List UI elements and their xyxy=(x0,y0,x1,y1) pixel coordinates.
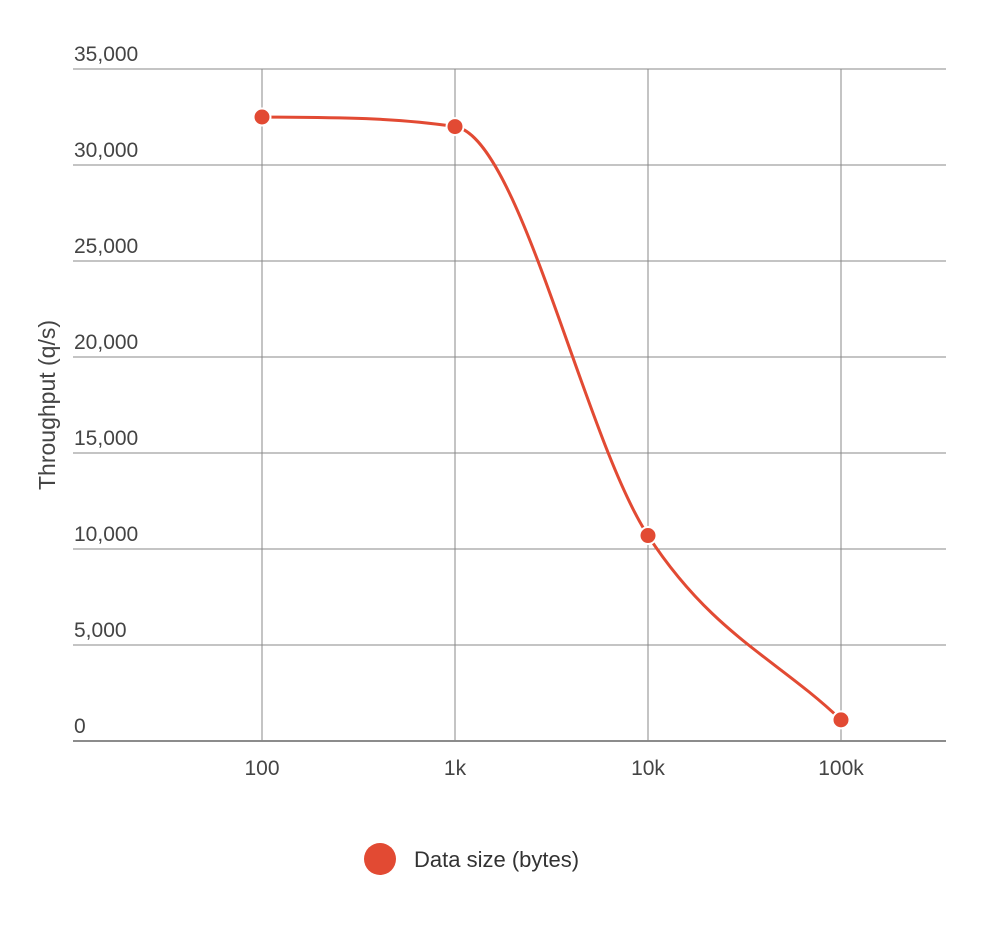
legend-label: Data size (bytes) xyxy=(414,847,579,872)
y-axis-title: Throughput (q/s) xyxy=(34,320,60,490)
data-point xyxy=(831,710,851,730)
y-tick-label: 25,000 xyxy=(74,235,138,258)
x-tick-label: 1k xyxy=(444,757,467,780)
data-point xyxy=(252,107,272,127)
data-point xyxy=(445,117,465,137)
x-tick-label: 10k xyxy=(631,757,665,780)
data-point xyxy=(638,526,658,546)
y-tick-label: 0 xyxy=(74,715,86,738)
y-tick-label: 15,000 xyxy=(74,427,138,450)
x-axis-ticks: 100 1k 10k 100k xyxy=(244,757,864,780)
legend: Data size (bytes) xyxy=(364,843,579,875)
x-tick-label: 100k xyxy=(818,757,864,780)
legend-marker xyxy=(364,843,396,875)
y-tick-label: 20,000 xyxy=(74,331,138,354)
x-tick-label: 100 xyxy=(244,757,279,780)
series-line xyxy=(260,115,843,722)
y-tick-label: 30,000 xyxy=(74,139,138,162)
grid xyxy=(73,68,946,742)
y-tick-label: 10,000 xyxy=(74,523,138,546)
y-axis-ticks: 0 5,000 10,000 15,000 20,000 25,000 30,000 35,0… xyxy=(74,43,138,738)
series-layer xyxy=(252,107,851,730)
y-tick-label: 5,000 xyxy=(74,619,127,642)
y-tick-label: 35,000 xyxy=(74,43,138,66)
